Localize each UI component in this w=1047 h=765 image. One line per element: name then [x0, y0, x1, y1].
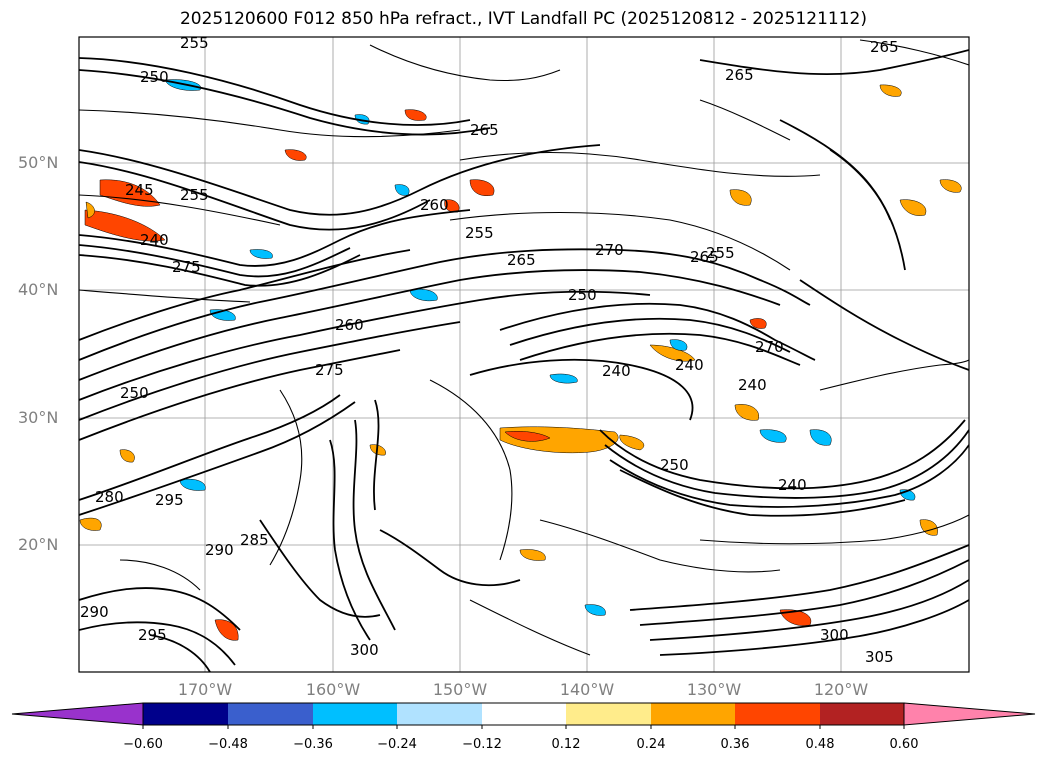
colorbar-bin	[228, 703, 313, 725]
contour-label: 290	[80, 603, 109, 621]
lon-label-140w: 140°W	[559, 680, 615, 699]
contour-label: 270	[595, 241, 624, 259]
contour-label: 250	[120, 384, 149, 402]
colorbar-tick: 0.48	[805, 737, 835, 752]
contour-label: 295	[155, 491, 184, 509]
lon-label-150w: 150°W	[432, 680, 488, 699]
colorbar-tick: −0.60	[123, 737, 163, 752]
lat-label-20n: 20°N	[18, 535, 59, 554]
lon-label-160w: 160°W	[305, 680, 361, 699]
lon-label-120w: 120°W	[813, 680, 869, 699]
lat-label-50n: 50°N	[18, 153, 59, 172]
contour-label: 240	[738, 376, 767, 394]
contour-label: 265	[470, 121, 499, 139]
contour-label: 300	[820, 626, 849, 644]
contour-label: 260	[335, 316, 364, 334]
contour-label: 240	[778, 476, 807, 494]
lon-label-170w: 170°W	[177, 680, 233, 699]
contour-label: 255	[706, 244, 735, 262]
contour-label: 265	[690, 248, 719, 266]
contour-label: 300	[350, 641, 379, 659]
lat-label-30n: 30°N	[18, 408, 59, 427]
lat-label-40n: 40°N	[18, 280, 59, 299]
contour-label: 240	[675, 356, 704, 374]
colorbar-extend-low	[11, 702, 144, 726]
contour-label: 275	[172, 258, 201, 276]
colorbar	[11, 702, 1036, 729]
contour-labels: 255 250 265 265 265 255 245 240 255 275 …	[80, 34, 899, 666]
contour-label: 275	[315, 361, 344, 379]
colorbar-tick: −0.48	[208, 737, 248, 752]
contour-lines-thin	[79, 39, 969, 656]
colorbar-bin	[735, 703, 820, 725]
colorbar-tick: 0.36	[720, 737, 750, 752]
contour-label: 255	[180, 34, 209, 52]
contour-label: 245	[125, 181, 154, 199]
contour-label: 240	[602, 362, 631, 380]
colorbar-tick: 0.60	[889, 737, 919, 752]
colorbar-tick: −0.36	[293, 737, 333, 752]
colorbar-bin	[566, 703, 651, 725]
colorbar-bin	[820, 703, 904, 725]
contour-label: 265	[725, 66, 754, 84]
contour-label: 265	[870, 38, 899, 56]
contour-label: 255	[465, 224, 494, 242]
lon-label-130w: 130°W	[686, 680, 742, 699]
colorbar-bin	[143, 703, 228, 725]
contour-lines	[79, 49, 969, 672]
contour-label: 250	[660, 456, 689, 474]
contour-label: 305	[865, 648, 894, 666]
contour-label: 285	[240, 531, 269, 549]
contour-label: 280	[95, 488, 124, 506]
colorbar-bin	[482, 703, 566, 725]
colorbar-extend-high	[903, 702, 1036, 726]
contour-label: 255	[180, 186, 209, 204]
colorbar-tick: 0.24	[636, 737, 666, 752]
contour-label: 290	[205, 541, 234, 559]
contour-label: 265	[507, 251, 536, 269]
colorbar-tick: −0.12	[462, 737, 502, 752]
graticule	[79, 37, 969, 672]
map-title: 2025120600 F012 850 hPa refract., IVT La…	[179, 9, 867, 29]
contour-label: 295	[138, 626, 167, 644]
colorbar-tick: −0.24	[377, 737, 417, 752]
contour-label: 250	[568, 286, 597, 304]
colorbar-bin	[397, 703, 482, 725]
colorbar-bin	[313, 703, 397, 725]
contour-label: 260	[420, 196, 449, 214]
contour-label: 270	[755, 338, 784, 356]
colorbar-bin	[651, 703, 735, 725]
contour-label: 250	[140, 68, 169, 86]
colorbar-tick: 0.12	[551, 737, 581, 752]
contour-label: 240	[140, 231, 169, 249]
